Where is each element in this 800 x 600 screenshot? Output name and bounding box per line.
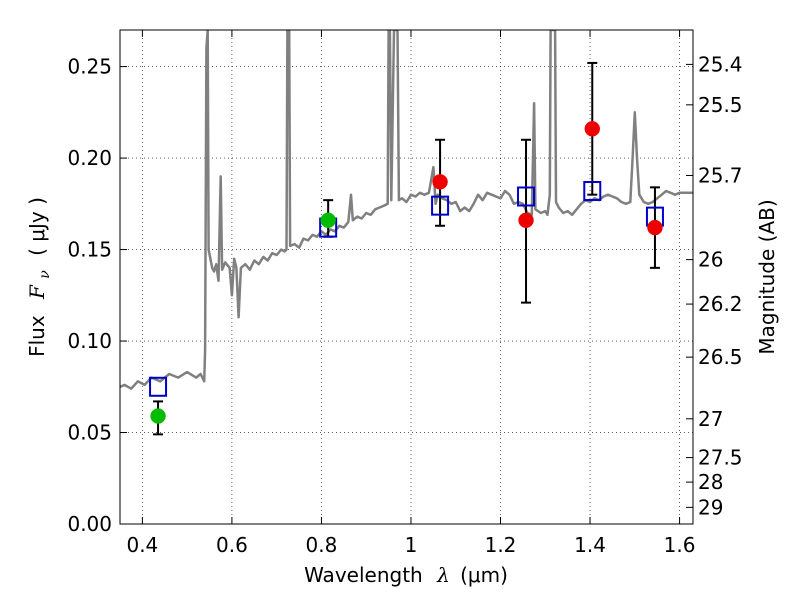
plot-background	[120, 30, 693, 524]
y-tick-label: 0.20	[67, 146, 112, 170]
red-data-point	[432, 174, 448, 190]
x-tick-label: 0.8	[306, 533, 338, 557]
model-photometry-square	[149, 376, 168, 397]
y-tick-label: 0.00	[67, 512, 112, 536]
model-photometry-square	[517, 186, 536, 207]
green-data-point	[150, 408, 166, 424]
red-data-point	[518, 212, 534, 229]
x-axis-label: Wavelength λ (μm)	[304, 563, 508, 587]
y-tick-label: 0.25	[67, 55, 112, 79]
red-data-point	[584, 121, 601, 137]
x-axis-label-symbol: λ	[436, 563, 450, 587]
plot-area	[120, 30, 693, 436]
y2-tick-label: 26.2	[698, 292, 743, 316]
y-tick-label: 0.05	[67, 421, 112, 445]
y2-tick-label: 25.4	[698, 52, 743, 76]
y2-tick-label: 25.5	[698, 93, 743, 117]
y-tick-label: 0.15	[67, 238, 112, 262]
green-data-point	[320, 212, 336, 229]
x-tick-label: 0.6	[216, 533, 248, 557]
y2-tick-label: 26.5	[698, 345, 743, 369]
x-tick-label: 1.6	[664, 533, 696, 557]
y2-axis-label: Magnitude (AB)	[755, 199, 779, 354]
plot-frame	[119, 29, 694, 525]
x-tick-label: 0.4	[126, 533, 158, 557]
y-axis-label-symbol: F	[25, 284, 49, 300]
y2-tick-label: 29	[698, 495, 723, 519]
x-tick-label: 1	[405, 533, 418, 557]
y-axis-label: Flux F ν ( μJy )	[25, 197, 54, 357]
y2-tick-label: 27.5	[698, 446, 743, 470]
x-tick-label: 1.2	[485, 533, 517, 557]
y-axis-label-unit: ( μJy )	[25, 197, 49, 256]
x-axis-label-unit: (μm)	[460, 563, 508, 587]
template-spectrum-line	[120, 30, 693, 390]
y2-tick-label: 25.7	[698, 163, 743, 187]
model-photometry-square	[583, 181, 602, 202]
red-data-point	[647, 219, 663, 236]
x-tick-label: 1.4	[574, 533, 606, 557]
axis-ticks: 0.4 0.6 0.8 1 1.2 1.4 1.6 0.00 0.05 0.10 0.15 0.20 0…	[67, 30, 743, 557]
y2-tick-label: 26	[698, 248, 723, 272]
x-axis-label-text: Wavelength	[304, 563, 423, 587]
y2-tick-label: 27	[698, 407, 723, 431]
y-axis-label-text: Flux	[25, 315, 49, 357]
model-photometry-square	[431, 195, 450, 216]
y2-tick-label: 28	[698, 470, 723, 494]
y-tick-label: 0.10	[67, 329, 112, 353]
y-axis-label-subscript: ν	[37, 270, 53, 279]
